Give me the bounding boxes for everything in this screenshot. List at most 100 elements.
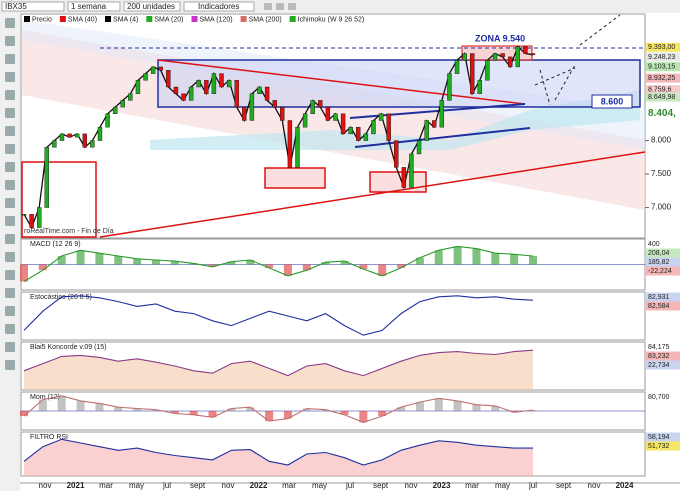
price-label: 8.404,	[648, 108, 676, 119]
cloud	[150, 90, 640, 150]
histogram-bar	[397, 264, 406, 268]
tool-icon[interactable]	[5, 360, 15, 370]
tool-icon[interactable]	[5, 324, 15, 334]
candle	[424, 120, 429, 141]
value-tag	[646, 351, 680, 361]
tool-icon[interactable]	[276, 3, 284, 10]
indicator-line	[23, 295, 534, 336]
histogram-bar	[453, 246, 462, 265]
y-tick-label: 7.500	[651, 169, 672, 178]
histogram-bar	[246, 407, 255, 411]
symbol-box[interactable]	[1, 1, 65, 12]
candle	[44, 147, 49, 208]
tool-icon[interactable]	[5, 216, 15, 226]
x-tick-label: sept	[556, 481, 572, 490]
x-tick-label: 2021	[67, 481, 85, 490]
value-label: 185,82	[648, 259, 670, 266]
period[interactable]: 1 semana	[71, 2, 107, 11]
indicators[interactable]: Indicadores	[198, 2, 239, 11]
value-tag	[646, 292, 680, 302]
legend-swatch	[240, 16, 247, 22]
projection	[534, 67, 576, 86]
tool-icon[interactable]	[5, 306, 15, 316]
tool-icon[interactable]	[5, 144, 15, 154]
x-tick-label: 2023	[433, 481, 451, 490]
candle	[112, 106, 118, 114]
candle	[234, 80, 239, 108]
histogram-bar	[510, 254, 519, 265]
candle	[325, 106, 331, 121]
projection	[539, 69, 551, 106]
histogram-bar	[133, 408, 142, 411]
units[interactable]: 200 unidades	[127, 2, 175, 11]
value-label: 22,734	[648, 362, 670, 369]
x-tick-label: 2022	[250, 481, 268, 490]
candle	[257, 86, 262, 94]
legend-entry: SMA (4)	[113, 16, 138, 23]
histogram-bar	[397, 407, 406, 411]
value-label: 51,732	[648, 443, 670, 450]
zone-red	[369, 171, 427, 193]
symbol[interactable]: IBX35	[5, 2, 27, 11]
histogram-bar	[265, 264, 274, 268]
histogram-bar	[57, 256, 66, 265]
histogram-bar	[38, 264, 47, 271]
candle	[409, 153, 414, 188]
tool-icon[interactable]	[5, 288, 15, 298]
tool-icon[interactable]	[5, 234, 15, 244]
histogram-bar	[114, 407, 123, 411]
tool-icon[interactable]	[264, 3, 272, 10]
tool-icon[interactable]	[5, 90, 15, 100]
tool-icon[interactable]	[5, 342, 15, 352]
histogram-bar	[227, 261, 236, 265]
candle	[280, 106, 285, 121]
candle	[158, 66, 163, 71]
panel-title: Mom (12)	[30, 394, 60, 401]
histogram-bar	[38, 399, 47, 411]
units-box[interactable]	[123, 1, 181, 12]
x-tick-label: jul	[162, 481, 171, 490]
tool-icon[interactable]	[5, 108, 15, 118]
candle	[454, 60, 460, 74]
price-label: 9.393,00	[648, 44, 675, 51]
candle	[492, 53, 498, 61]
histogram-bar	[321, 409, 330, 411]
legend-swatch	[105, 16, 112, 22]
indicators-box[interactable]	[183, 1, 255, 12]
tool-icon[interactable]	[5, 198, 15, 208]
candle	[500, 53, 505, 58]
candle	[295, 126, 300, 168]
tool-icon[interactable]	[5, 252, 15, 262]
panel-title: FILTRO RSI	[30, 434, 68, 441]
projection	[579, 14, 621, 46]
price-label: 9.248,23	[648, 54, 675, 61]
x-tick-label: mar	[99, 481, 113, 490]
projection	[554, 64, 576, 101]
candle	[515, 46, 521, 68]
candle	[173, 86, 179, 94]
candle	[439, 100, 445, 128]
candle	[211, 73, 217, 94]
period-box[interactable]	[67, 1, 121, 12]
candle	[287, 120, 293, 168]
candle	[264, 86, 270, 101]
legend-swatch	[289, 16, 296, 22]
value-tag	[646, 432, 680, 442]
tool-icon[interactable]	[5, 18, 15, 28]
candle	[310, 100, 315, 114]
tool-icon[interactable]	[5, 270, 15, 280]
tool-icon[interactable]	[5, 162, 15, 172]
tool-icon[interactable]	[288, 3, 296, 10]
candle	[21, 214, 27, 216]
candle	[333, 113, 338, 121]
tool-icon[interactable]	[5, 36, 15, 46]
tool-icon[interactable]	[5, 126, 15, 136]
tool-icon[interactable]	[5, 180, 15, 190]
tool-icon[interactable]	[5, 72, 15, 82]
histogram-bar	[265, 411, 274, 422]
histogram-bar	[302, 264, 311, 271]
candle	[74, 133, 80, 138]
histogram-bar	[133, 258, 142, 265]
value-label: 84,175	[648, 344, 670, 351]
tool-icon[interactable]	[5, 54, 15, 64]
